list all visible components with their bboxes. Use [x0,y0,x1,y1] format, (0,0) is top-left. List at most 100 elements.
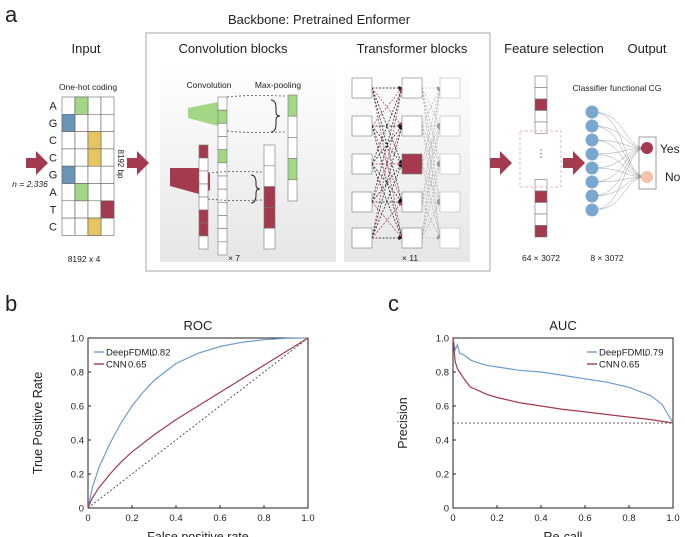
onehot-cell [61,96,76,115]
attention-edge [371,87,404,203]
backbone-frame [145,32,491,272]
classifier-edge [591,147,648,211]
selected-feature-cell [534,110,548,123]
attention-edge [371,163,403,203]
pool-brace [250,174,261,204]
legend-name: CNN [599,360,620,371]
classifier-edge [591,147,648,155]
classifier-node [585,189,599,203]
onehot-cell-filled [74,96,89,115]
classifier-edge [591,139,648,178]
series-line-deepfdml [452,337,674,424]
attention-edge-faded [421,87,442,239]
y-tick-label: 0.4 [71,436,84,447]
attention-edge-faded [421,163,442,239]
feature-map-cell [263,144,276,167]
feature-map-cell [287,158,298,181]
precision-recall-chart: AUC Re-call Precision 0 0.2 0.4 0.6 0.8 1.0 0 0.2 0… [396,318,680,537]
onehot-cell [87,114,102,132]
series-line-cnn [452,337,674,424]
onehot-cell [100,183,115,202]
onehot-cell [100,114,115,132]
sequence-base: G [49,118,58,130]
token-node-faded [439,153,461,175]
legend-value: 0.79 [645,348,664,359]
sequence-base: A [49,187,57,199]
attention-edge [371,125,403,165]
token-node-faded [439,191,461,213]
x-tick-label: 0.4 [534,513,547,524]
ellipsis-dots: ⋮ [536,149,546,160]
classifier-edge [591,147,648,197]
classifier-edge [591,139,648,149]
x-axis-label: Re-call [544,530,583,537]
token-node [351,227,373,249]
attention-edge [371,87,404,239]
feature-map-cell [217,109,228,124]
feature-map-cell [198,144,209,159]
input-dims-label: 8192 x 4 [68,254,101,264]
feature-map-cell [287,115,298,138]
attention-edge [371,87,403,127]
onehot-cell [61,131,76,150]
classifier-node [585,133,599,147]
feature-map-cell [217,149,228,164]
onehot-cell [87,183,102,202]
attention-edge [371,125,404,239]
backbone-title: Backbone: Pretrained Enformer [228,12,411,27]
onehot-cell [87,165,102,184]
attention-edge [371,125,403,203]
selected-feature-cell [534,190,548,203]
sequence-base: C [49,135,57,147]
classifier-edge [591,111,648,178]
onehot-cell [61,200,76,219]
x-tick-label: 0 [450,513,455,524]
panel-label-c: c [388,291,399,316]
attention-edge [371,201,403,239]
legend-value: 0.65 [621,360,640,371]
conv-title: Convolution blocks [178,41,288,56]
classifier-label: Classifier functional CG [573,83,662,93]
x-tick-label: 0.2 [125,513,138,524]
classifier-graphic [585,105,657,217]
attention-edge [371,125,403,165]
y-tick-label: 0.4 [436,436,449,447]
feature-map-cell [217,162,228,177]
onehot-cell [100,217,115,236]
pool-brace [270,99,281,133]
flow-arrow-output [563,151,585,175]
conv-sublabel: Convolution [187,80,232,90]
x-tick-label: 1.0 [301,513,314,524]
attention-edge-faded [421,87,441,127]
sequence-base: C [49,222,57,234]
feature-map-cell [287,137,298,159]
selected-feature-cell [534,98,548,111]
pool-sublabel: Max-pooling [255,80,302,90]
y-tick-label: 0 [444,504,449,515]
onehot-cell [100,96,115,115]
classifier-edge [591,153,648,178]
x-tick-label: 0.2 [490,513,503,524]
classifier-edge [591,125,648,149]
output-no-node [641,171,653,183]
classifier-node [585,161,599,175]
attention-edge [371,87,403,165]
token-node [351,115,373,137]
attention-edge [371,201,403,239]
feature-map-cell [263,207,276,229]
onehot-cell [74,165,89,184]
classifier-node [585,119,599,133]
onehot-cell [74,114,89,132]
selected-feature-cell [534,202,548,215]
output-no-label: No [665,170,681,184]
onehot-cell [100,165,115,184]
classifier-node [585,203,599,217]
onehot-cell [87,96,102,115]
legend-name: DeepFDML [599,348,648,359]
feature-map-cell [287,179,298,202]
feature-map-cell [217,175,228,190]
flow-arrow-feature [490,151,512,175]
sample-count-label: n = 2,336 [12,179,48,189]
feature-map-cell [217,96,228,111]
